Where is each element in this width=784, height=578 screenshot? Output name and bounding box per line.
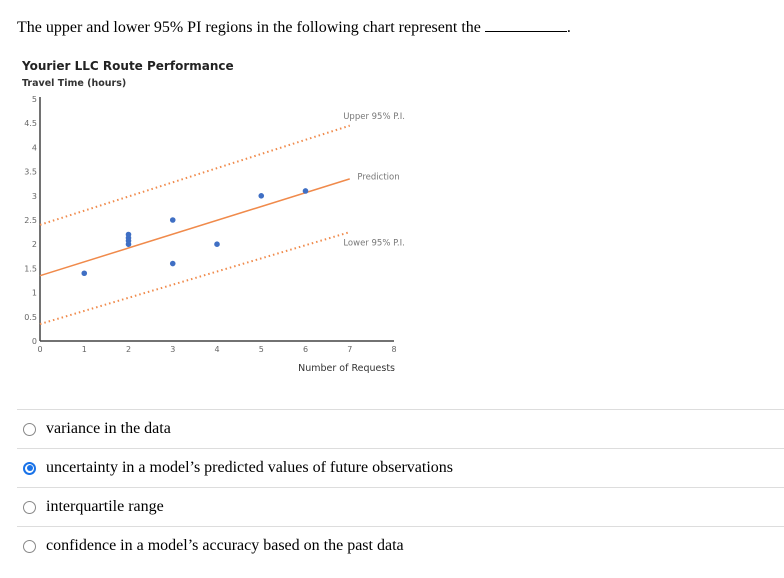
data-point xyxy=(169,217,176,223)
x-tick-label: 7 xyxy=(347,345,352,354)
x-axis-label: Number of Requests xyxy=(298,363,395,374)
answer-options: variance in the data uncertainty in a mo… xyxy=(17,409,784,565)
y-tick-label: 1.5 xyxy=(24,264,37,273)
y-tick-label: 5 xyxy=(32,95,37,104)
y-tick-label: 2 xyxy=(32,240,37,249)
y-tick-label: 0 xyxy=(32,337,37,346)
chart: Yourier LLC Route Performance Travel Tim… xyxy=(21,59,405,374)
question-label: The upper and lower 95% PI regions in th… xyxy=(17,19,481,36)
radio-button[interactable] xyxy=(23,500,36,514)
radio-button-selected[interactable] xyxy=(23,461,36,475)
y-tick-label: 2.5 xyxy=(24,216,37,225)
data-point xyxy=(258,193,265,199)
x-tick-label: 8 xyxy=(391,345,396,354)
option-0[interactable]: variance in the data xyxy=(17,409,784,448)
y-tick-label: 4.5 xyxy=(24,119,37,128)
series-label: Lower 95% P.I. xyxy=(343,239,404,249)
x-tick-label: 6 xyxy=(303,345,308,354)
lower-95-p-i-line xyxy=(39,231,351,326)
chart-title: Yourier LLC Route Performance xyxy=(21,59,234,73)
y-tick-label: 1 xyxy=(32,289,37,298)
series-label: Prediction xyxy=(357,172,399,182)
y-tick-label: 0.5 xyxy=(24,313,37,322)
x-tick-label: 2 xyxy=(126,345,131,354)
y-tick-label: 3.5 xyxy=(24,168,37,177)
series-label: Upper 95% P.I. xyxy=(343,112,405,122)
data-point xyxy=(125,231,132,238)
x-tick-label: 5 xyxy=(259,345,264,354)
option-3[interactable]: confidence in a model’s accuracy based o… xyxy=(17,526,784,565)
question-text: The upper and lower 95% PI regions in th… xyxy=(17,17,571,37)
data-point xyxy=(169,260,176,267)
y-tick-label: 3 xyxy=(32,192,37,201)
option-1[interactable]: uncertainty in a model’s predicted value… xyxy=(17,448,784,487)
answer-blank xyxy=(484,17,567,32)
option-label: uncertainty in a model’s predicted value… xyxy=(46,459,453,476)
option-label: interquartile range xyxy=(46,498,164,515)
x-tick-label: 0 xyxy=(37,345,42,354)
option-label: confidence in a model’s accuracy based o… xyxy=(46,537,404,554)
data-point xyxy=(302,188,309,194)
question-suffix: . xyxy=(566,19,571,36)
option-2[interactable]: interquartile range xyxy=(17,487,784,526)
radio-button[interactable] xyxy=(23,422,36,436)
y-axis-label: Travel Time (hours) xyxy=(22,78,126,89)
x-tick-label: 4 xyxy=(214,345,219,354)
y-tick-label: 4 xyxy=(32,143,37,152)
x-tick-label: 3 xyxy=(170,345,175,354)
option-label: variance in the data xyxy=(46,420,171,437)
upper-95-p-i-line xyxy=(39,124,351,226)
radio-button[interactable] xyxy=(23,539,36,553)
data-point xyxy=(81,270,88,277)
data-point xyxy=(214,241,220,247)
x-tick-label: 1 xyxy=(82,345,87,354)
prediction-line xyxy=(39,178,350,277)
